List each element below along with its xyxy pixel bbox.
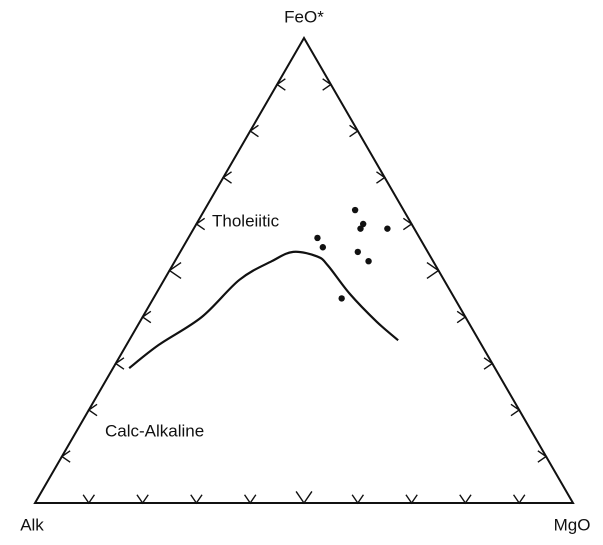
tick-mark [512,494,526,505]
tick-mark [537,450,548,463]
apex-label: FeO* [284,7,324,26]
tick-mark [459,494,472,505]
data-point [359,220,367,228]
tick-mark [456,310,467,324]
tick-mark [322,78,333,91]
tick-mark [483,357,494,370]
tick-mark [60,450,71,463]
data-point [314,234,321,242]
tick-mark [136,494,149,505]
data-point [357,225,364,232]
tick-mark [351,494,365,505]
tick-mark [405,494,418,505]
field-label: Calc-Alkaline [105,421,204,440]
tick-mark [168,262,182,279]
tick-mark [141,310,152,324]
right-vertex-label: MgO [554,515,591,534]
tick-mark [426,262,440,279]
data-point [338,295,345,302]
data-point [319,244,327,251]
tick-mark [87,403,98,417]
tick-mark [510,403,521,417]
data-point [365,258,372,265]
tick-mark [275,78,286,91]
tick-mark [243,494,257,505]
tick-mark [82,494,96,505]
left-vertex-label: Alk [20,515,44,534]
tick-mark [402,217,413,231]
data-point [354,248,361,256]
tick-mark [222,171,232,184]
field-label: Tholeiitic [212,211,280,230]
data-point [384,225,391,232]
data-point [351,206,359,214]
tick-mark [248,124,259,138]
tick-mark [114,357,125,370]
tick-mark [349,124,360,138]
tick-mark [376,171,386,184]
tick-mark [295,491,313,505]
tick-mark [190,494,203,505]
boundary-line [128,250,399,370]
tick-mark [195,217,206,231]
